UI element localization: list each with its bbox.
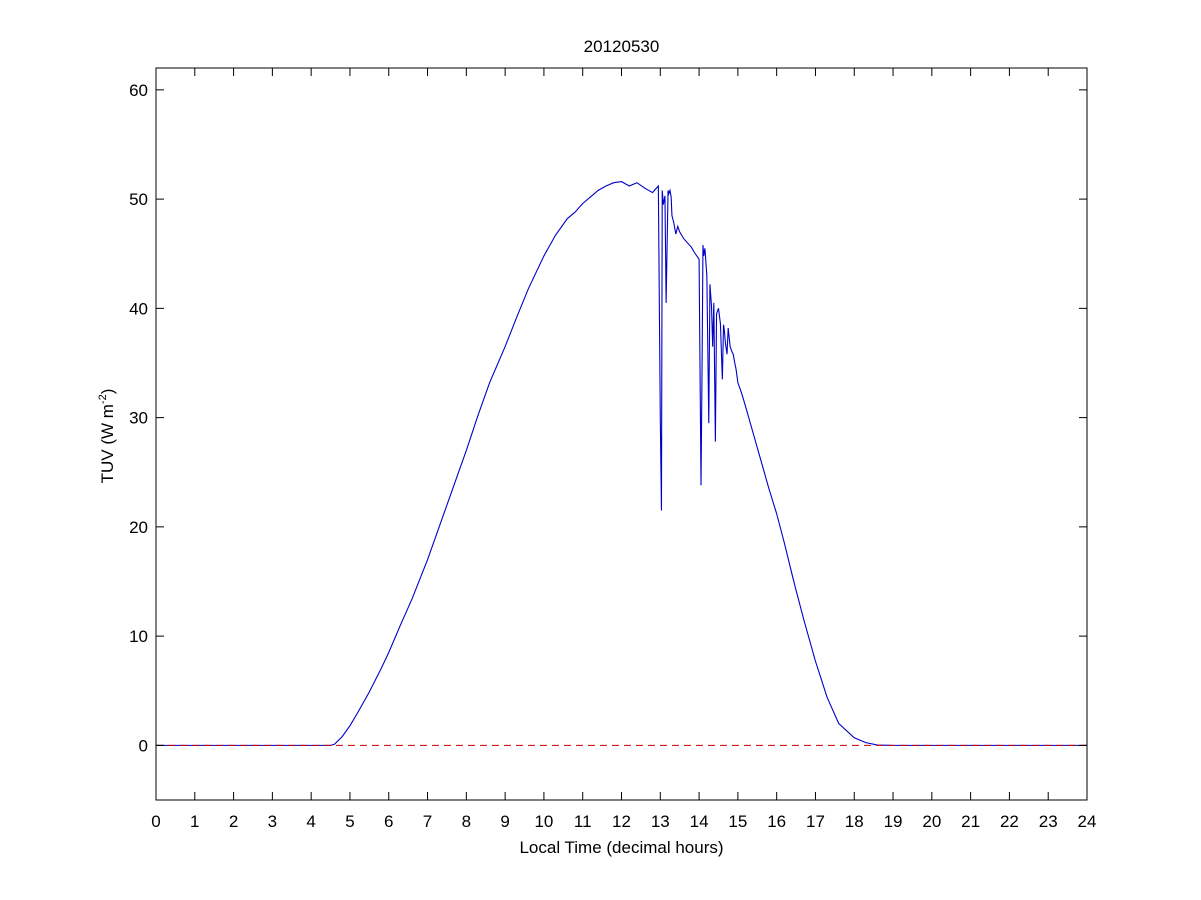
plot-area xyxy=(155,67,1088,801)
x-tick-label: 7 xyxy=(423,812,432,831)
x-tick-label: 17 xyxy=(806,812,825,831)
y-tick-label: 40 xyxy=(129,299,148,318)
x-tick-label: 20 xyxy=(922,812,941,831)
y-axis-label-superscript: -2 xyxy=(97,394,109,404)
x-tick-label: 23 xyxy=(1039,812,1058,831)
x-tick-label: 4 xyxy=(306,812,315,831)
tuv-series-line xyxy=(156,181,1087,746)
x-tick-label: 2 xyxy=(229,812,238,831)
x-tick-label: 12 xyxy=(612,812,631,831)
y-tick-label: 20 xyxy=(129,518,148,537)
x-axis: 0 1 2 3 4 5 6 7 8 9 10 11 12 13 14 15 16 17 18 19 20 21 22 23 24 xyxy=(151,68,1096,831)
x-tick-label: 22 xyxy=(1000,812,1019,831)
x-tick-label: 6 xyxy=(384,812,393,831)
y-tick-label: 0 xyxy=(139,736,148,755)
y-tick-label: 60 xyxy=(129,81,148,100)
series-layer xyxy=(156,181,1087,746)
x-tick-label: 8 xyxy=(462,812,471,831)
x-tick-label: 1 xyxy=(190,812,199,831)
x-tick-label: 9 xyxy=(500,812,509,831)
y-tick-label: 50 xyxy=(129,190,148,209)
y-axis-label-close: ) xyxy=(98,389,117,395)
x-tick-label: 18 xyxy=(845,812,864,831)
y-axis-label: TUV (W m-2) xyxy=(97,389,117,484)
x-tick-label: 19 xyxy=(884,812,903,831)
x-axis-label: Local Time (decimal hours) xyxy=(519,838,723,857)
plot-frame xyxy=(155,67,1088,801)
y-tick-label: 10 xyxy=(129,627,148,646)
x-tick-label: 21 xyxy=(961,812,980,831)
x-tick-label: 24 xyxy=(1078,812,1097,831)
x-tick-label: 11 xyxy=(574,812,592,831)
x-tick-label: 13 xyxy=(651,812,670,831)
x-tick-label: 16 xyxy=(767,812,786,831)
x-tick-label: 10 xyxy=(534,812,553,831)
chart-title: 20120530 xyxy=(584,37,660,56)
y-tick-label: 30 xyxy=(129,409,148,428)
x-tick-label: 0 xyxy=(151,812,160,831)
y-axis-label-main: TUV (W m xyxy=(98,404,117,483)
x-tick-label: 15 xyxy=(728,812,747,831)
x-tick-label: 5 xyxy=(345,812,354,831)
x-tick-label: 14 xyxy=(690,812,709,831)
y-axis: 0 10 20 30 40 50 60 xyxy=(129,81,1087,755)
x-tick-label: 3 xyxy=(268,812,277,831)
